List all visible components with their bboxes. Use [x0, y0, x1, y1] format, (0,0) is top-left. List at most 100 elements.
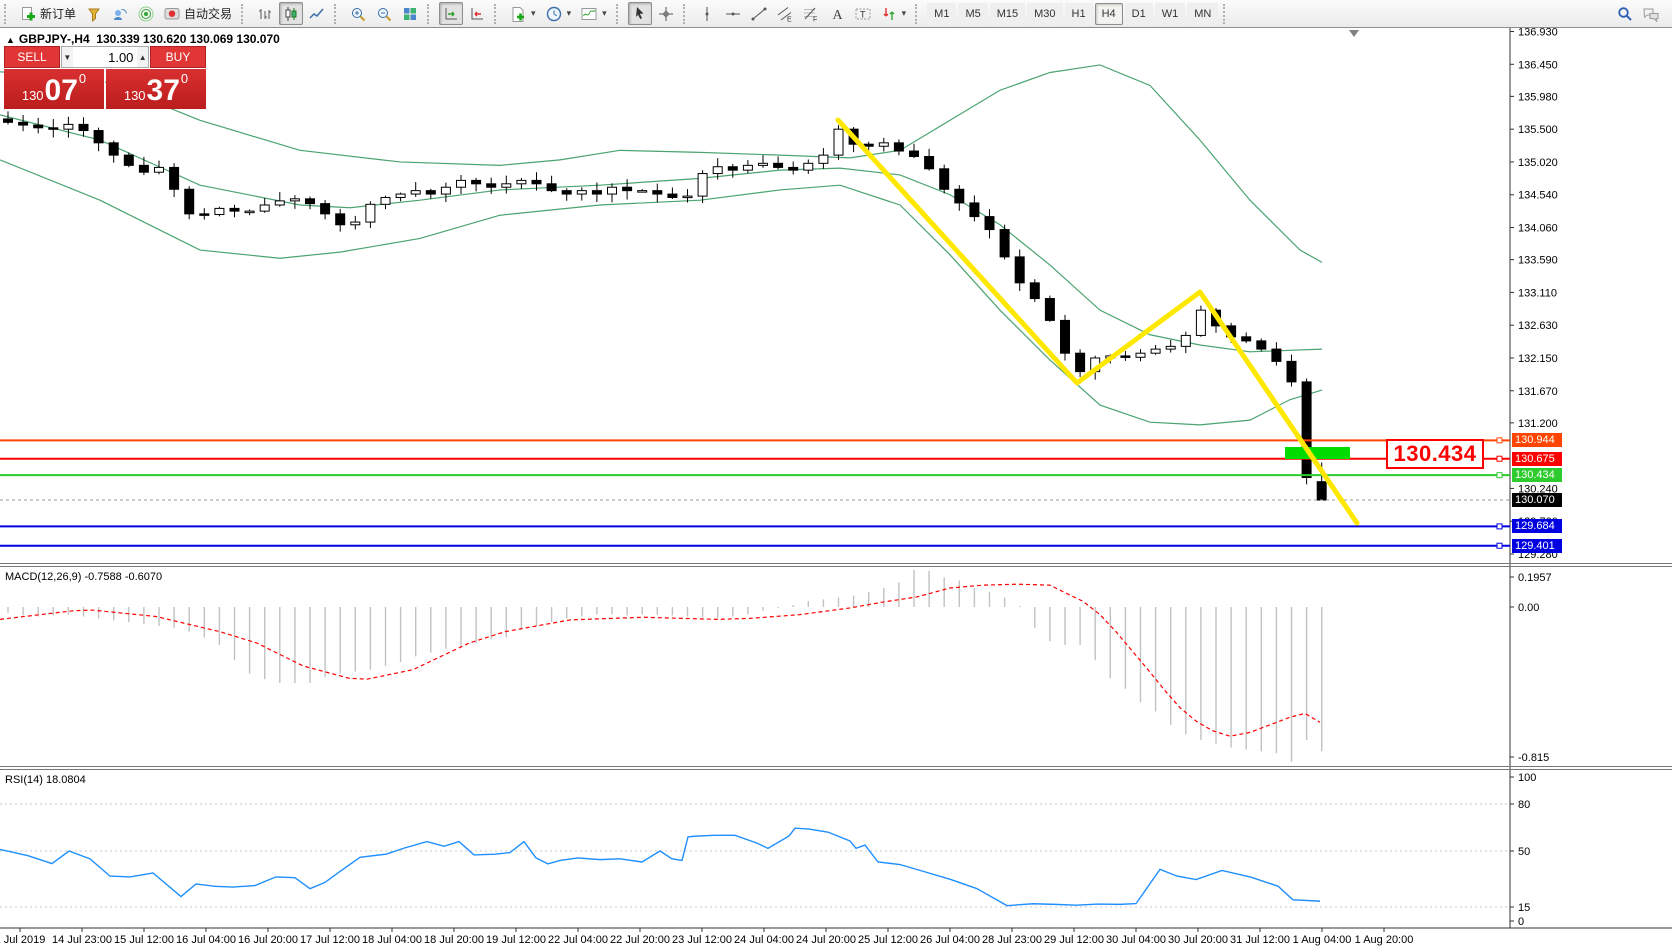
volume-decrease-button[interactable]: ▼ — [62, 47, 73, 67]
buy-button[interactable]: BUY — [150, 46, 206, 68]
price-axis-tick: 131.200 — [1518, 418, 1558, 430]
time-axis-label: 16 Jul 04:00 — [176, 934, 236, 946]
template-button[interactable]: ▾ — [506, 2, 540, 25]
price-alert-label[interactable]: 130.434 — [1386, 439, 1484, 469]
line-handle[interactable] — [1496, 437, 1503, 444]
shift-button[interactable] — [465, 2, 489, 25]
community-button[interactable] — [108, 2, 132, 25]
dropdown-arrow-icon[interactable]: ▾ — [531, 8, 536, 18]
horizontal-price-lines[interactable] — [0, 437, 1510, 549]
price-axis-tick: 135.980 — [1518, 91, 1558, 103]
period-button[interactable]: ▾ — [542, 2, 576, 25]
line-price-axis-label: 129.684 — [1512, 519, 1562, 534]
symbol-name: GBPJPY-,H4 — [18, 32, 90, 46]
symbol-ohlc: 130.339 130.620 130.069 130.070 — [96, 32, 280, 46]
time-axis-label: 15 Jul 12:00 — [114, 934, 174, 946]
autotrade-button[interactable]: 自动交易 — [160, 2, 236, 25]
rsi-axis-tick: 80 — [1518, 799, 1530, 811]
search-button[interactable] — [1613, 2, 1637, 25]
line-handle[interactable] — [1496, 455, 1503, 462]
timeframe-d1-button[interactable]: D1 — [1124, 2, 1153, 25]
text-button[interactable]: A — [825, 2, 849, 25]
macd-pane — [0, 569, 1323, 762]
time-axis-label: 19 Jul 12:00 — [486, 934, 546, 946]
autoscroll-button[interactable] — [439, 2, 464, 25]
price-axis-tick: 135.020 — [1518, 157, 1558, 169]
line-chart-button[interactable] — [305, 2, 329, 25]
macd-axis-tick: 0.1957 — [1518, 572, 1552, 584]
price-axis-tick: 132.150 — [1518, 353, 1558, 365]
time-axis-label: 18 Jul 04:00 — [362, 934, 422, 946]
tile-windows-icon — [404, 7, 417, 20]
timeframe-m5-button[interactable]: M5 — [958, 2, 988, 25]
price-axis-tick: 134.540 — [1518, 190, 1558, 202]
signal-button[interactable] — [134, 2, 158, 25]
gold-tool-button[interactable] — [82, 2, 106, 25]
time-axis-label: 25 Jul 12:00 — [858, 934, 918, 946]
indicator-button[interactable]: ▾ — [577, 2, 611, 25]
timeframe-m1-button[interactable]: M1 — [927, 2, 957, 25]
shapes-button[interactable]: ▾ — [877, 2, 911, 25]
new-order-icon — [22, 6, 35, 20]
dropdown-arrow-icon[interactable]: ▾ — [901, 8, 907, 18]
fibo-button[interactable]: F — [799, 2, 823, 25]
cursor-button[interactable] — [627, 2, 652, 25]
time-axis-label: 24 Jul 04:00 — [734, 934, 794, 946]
sell-button[interactable]: SELL — [4, 46, 60, 68]
line-handle[interactable] — [1496, 542, 1503, 549]
collapse-panel-icon[interactable]: ▲ — [6, 35, 15, 45]
macd-indicator-label: MACD(12,26,9) -0.7588 -0.6070 — [5, 571, 163, 583]
dropdown-arrow-icon[interactable]: ▾ — [602, 8, 607, 18]
sell-price[interactable]: 130 07 0 — [4, 69, 105, 109]
time-axis-label: 18 Jul 20:00 — [424, 934, 484, 946]
zoom-in-button[interactable] — [346, 2, 370, 25]
timeframe-w1-button[interactable]: W1 — [1154, 2, 1186, 25]
toolbar-drag-handle[interactable] — [4, 3, 11, 24]
tile-windows-button[interactable] — [398, 2, 422, 25]
trendline-button[interactable] — [747, 2, 771, 25]
timeframe-m15-button[interactable]: M15 — [989, 2, 1026, 25]
timeframe-m30-button[interactable]: M30 — [1027, 2, 1063, 25]
indicator-icon — [581, 7, 597, 20]
level-highlight-bar[interactable] — [1285, 447, 1350, 459]
line-handle[interactable] — [1496, 523, 1503, 530]
line-handle[interactable] — [1496, 472, 1503, 479]
shift-icon — [471, 7, 484, 19]
autotrade-icon — [164, 7, 180, 19]
dropdown-arrow-icon[interactable]: ▾ — [566, 8, 572, 18]
hline-button[interactable] — [721, 2, 745, 25]
toolbar-group-separator — [494, 3, 501, 24]
vline-button[interactable] — [695, 2, 719, 25]
time-axis-label: 30 Jul 20:00 — [1168, 934, 1228, 946]
zigzag-annotation[interactable] — [835, 117, 1360, 526]
time-axis-label: 22 Jul 04:00 — [548, 934, 608, 946]
price-axis-tick: 136.930 — [1518, 27, 1558, 39]
chart-shift-marker[interactable] — [1349, 30, 1359, 37]
volume-increase-button[interactable]: ▲ — [137, 47, 148, 67]
zoom-out-icon — [378, 7, 392, 21]
bar-chart-button[interactable] — [253, 2, 277, 25]
toolbar-group-separator — [1223, 3, 1230, 24]
timeframe-mn-button[interactable]: MN — [1187, 2, 1219, 25]
zoom-out-button[interactable] — [372, 2, 396, 25]
bollinger-middle-band — [0, 114, 1323, 353]
trendline-icon — [751, 7, 767, 20]
timeframe-h1-button[interactable]: H1 — [1064, 2, 1093, 25]
buy-price[interactable]: 130 37 0 — [106, 69, 206, 109]
volume-input[interactable] — [72, 47, 138, 67]
candles-button[interactable] — [279, 2, 304, 25]
time-axis-label: 14 Jul 23:00 — [52, 934, 112, 946]
textlabel-button[interactable]: T — [851, 2, 875, 25]
time-axis-label: 22 Jul 20:00 — [610, 934, 670, 946]
rsi-axis-tick: 0 — [1518, 916, 1524, 928]
time-axis-label: 24 Jul 20:00 — [796, 934, 856, 946]
timeframe-h4-button[interactable]: H4 — [1094, 2, 1123, 25]
channel-button[interactable]: E — [773, 2, 797, 25]
chat-button[interactable] — [1639, 2, 1663, 25]
crosshair-button[interactable] — [654, 2, 678, 25]
axes[interactable]: 136.930 136.450 135.980 135.500 135.020 134.5… — [0, 27, 1672, 947]
new-order-button[interactable]: 新订单 — [16, 2, 80, 25]
price-axis-tick: 130.240 — [1518, 483, 1558, 495]
